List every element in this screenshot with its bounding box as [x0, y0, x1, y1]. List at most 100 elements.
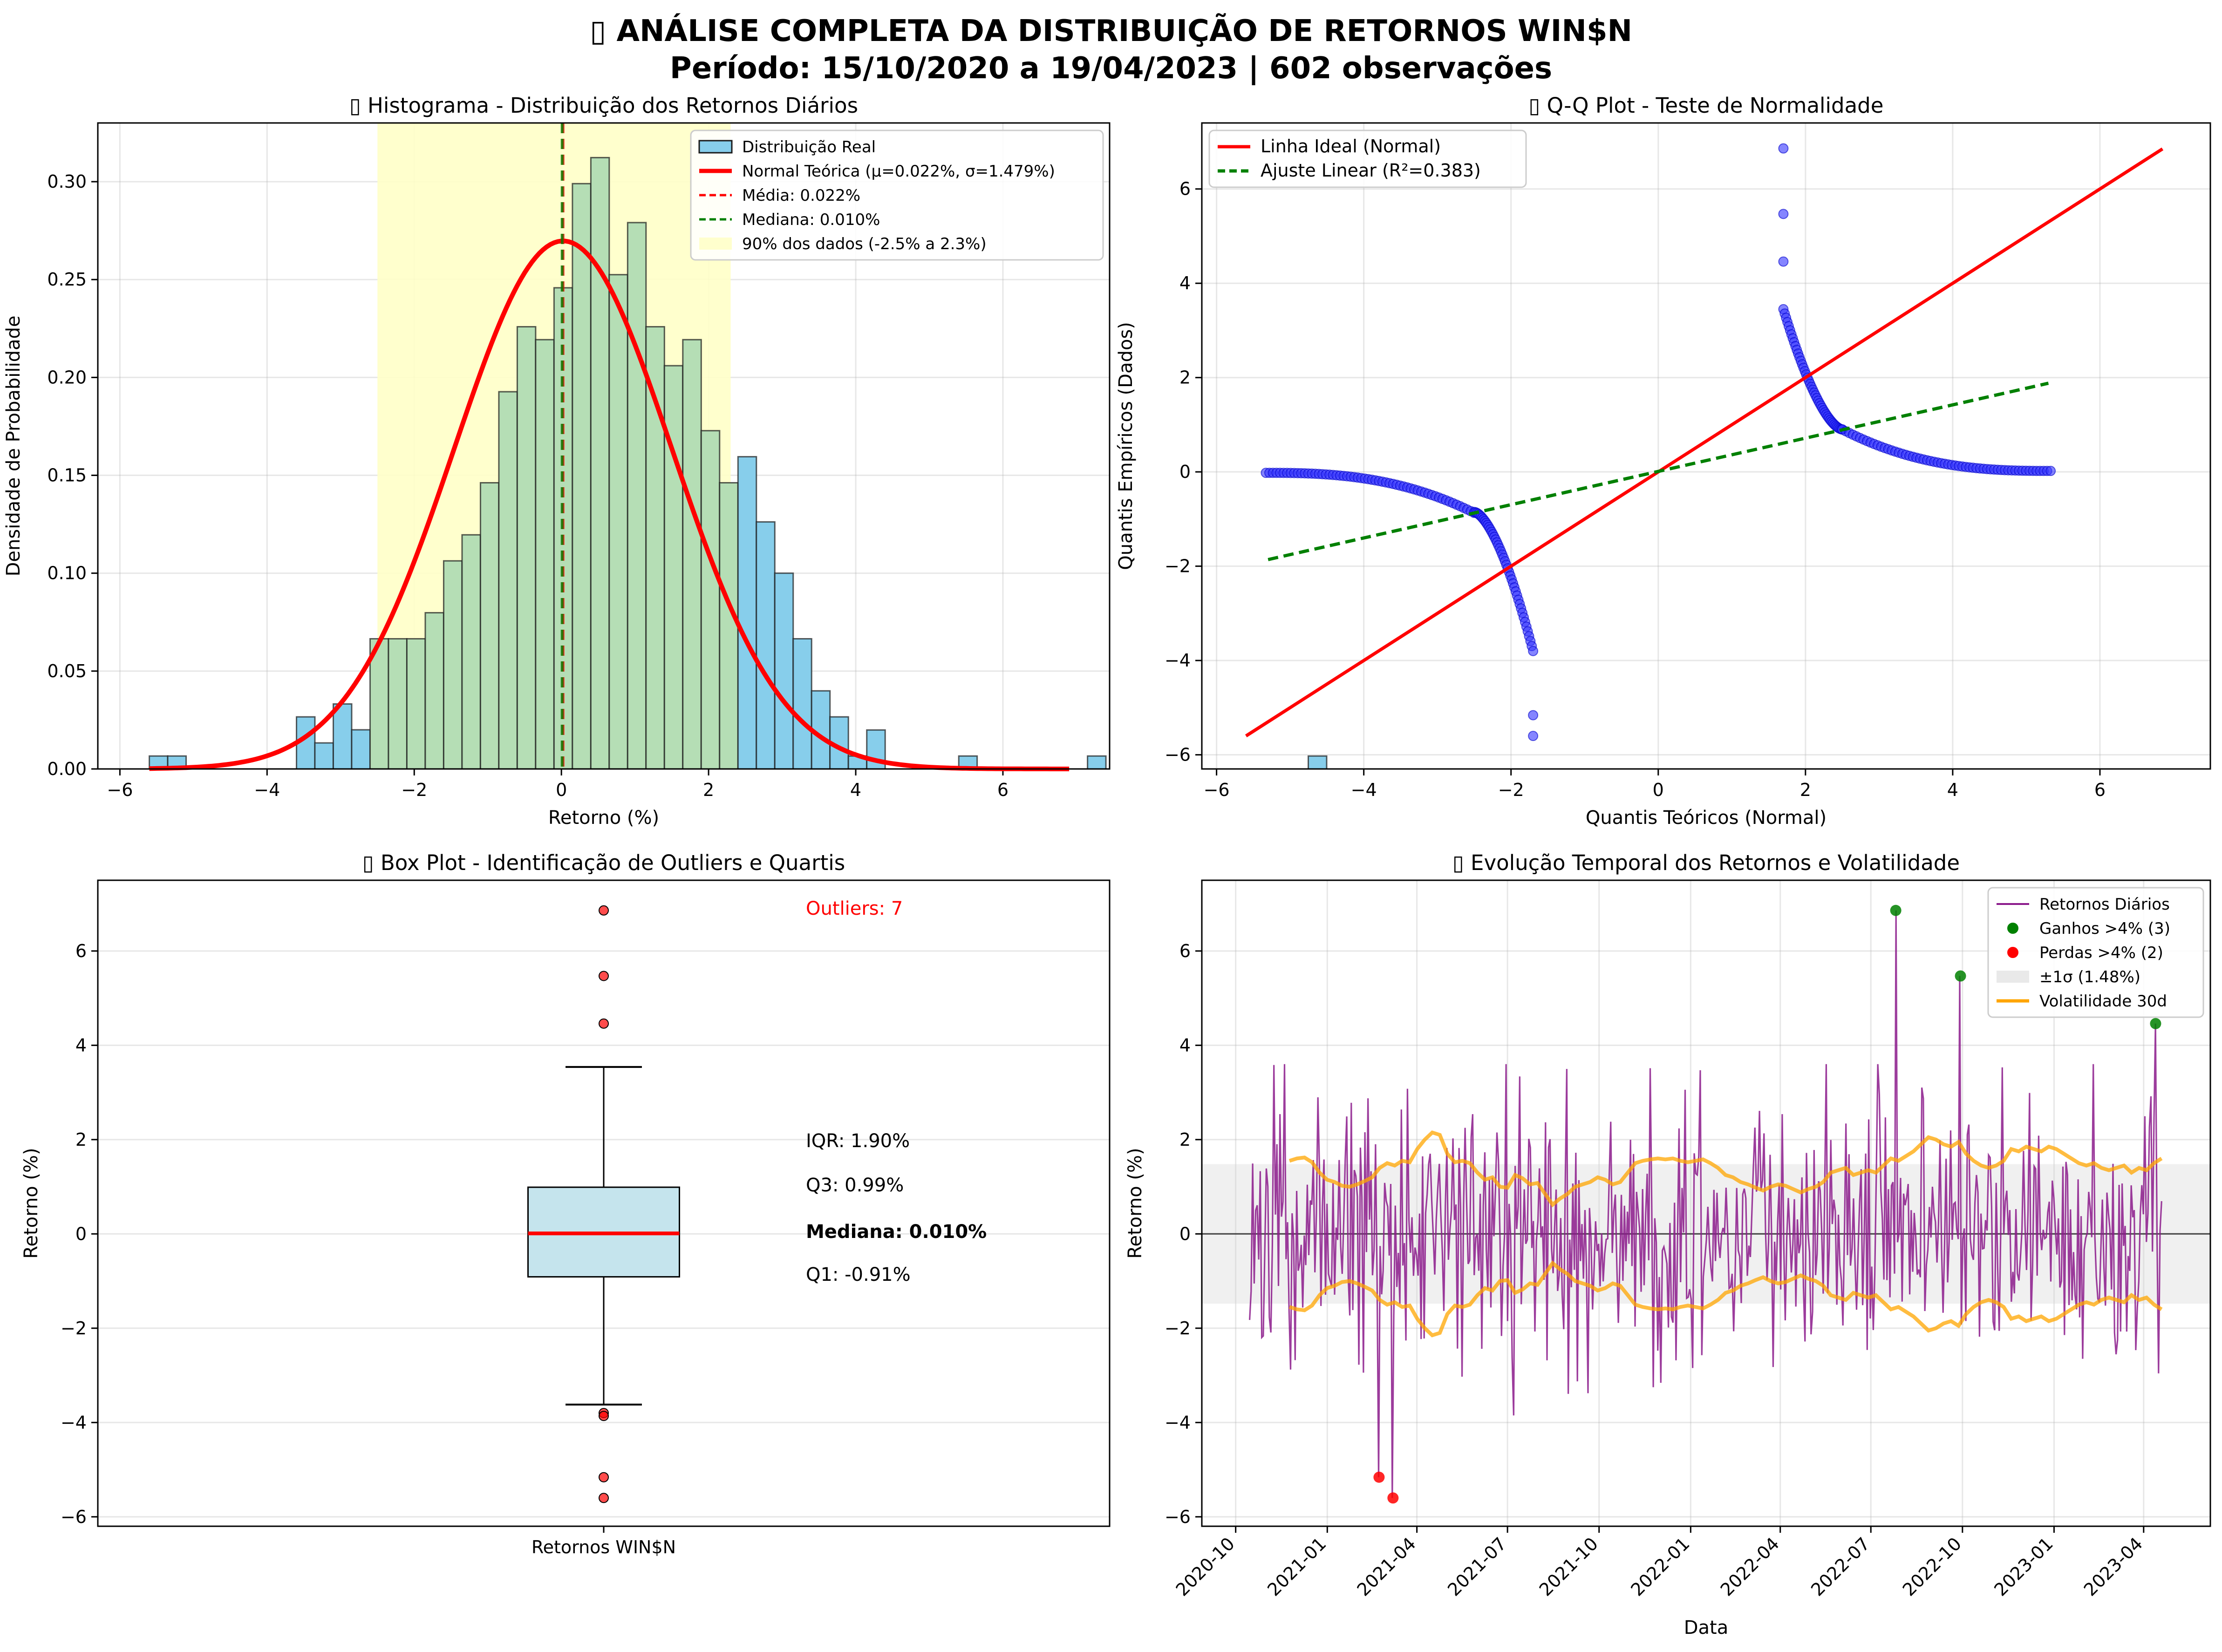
y-tick-label: 2 — [1179, 1129, 1191, 1150]
outlier-point — [599, 1411, 609, 1421]
x-tick-label: −2 — [1498, 780, 1524, 800]
histogram-bar — [572, 183, 592, 770]
x-axis-label: Retorno (%) — [548, 807, 659, 829]
outlier-point — [599, 1472, 609, 1482]
y-tick-label: 0.05 — [47, 661, 87, 681]
histogram-bar — [351, 729, 371, 770]
y-tick-label: 0 — [1179, 1224, 1191, 1244]
x-tick-label: Retornos WIN$N — [532, 1537, 676, 1557]
y-tick-label: 0.25 — [47, 269, 87, 290]
qq-point — [1778, 209, 1789, 219]
outlier-count-label: Outliers: 7 — [806, 898, 903, 919]
y-axis-label: Retorno (%) — [1125, 1148, 1146, 1258]
y-tick-label: 4 — [75, 1035, 87, 1055]
x-tick-label: 2 — [1800, 780, 1811, 800]
legend-entry: Média: 0.022% — [742, 186, 860, 205]
legend-entry: Distribuição Real — [742, 138, 876, 156]
histogram-bar — [1308, 755, 1328, 770]
legend-marker — [2007, 923, 2018, 934]
x-axis-label: Quantis Teóricos (Normal) — [1586, 807, 1827, 829]
y-axis-label: Densidade de Probabilidade — [3, 315, 24, 576]
outlier-point — [599, 971, 609, 981]
histogram-bar — [792, 638, 812, 770]
histogram-bar — [774, 572, 794, 770]
y-tick-label: 0.10 — [47, 563, 87, 584]
legend-entry: ±1σ (1.48%) — [2039, 968, 2140, 986]
legend-entry: Linha Ideal (Normal) — [1261, 136, 1441, 156]
histogram-bar — [498, 391, 518, 770]
panel-title: ▯ Q-Q Plot - Teste de Normalidade — [1529, 93, 1884, 118]
histogram-bar — [737, 456, 757, 770]
qq-point — [1528, 710, 1539, 721]
y-axis-label: Quantis Empíricos (Dados) — [1115, 322, 1137, 570]
linear-fit-line — [1268, 381, 2049, 561]
histogram-bar — [479, 482, 500, 770]
y-tick-label: 6 — [75, 941, 87, 961]
legend-entry: Volatilidade 30d — [2039, 992, 2167, 1011]
x-tick-label: 6 — [997, 780, 1009, 800]
histogram-bar — [535, 339, 555, 770]
big-gain-point — [1890, 904, 1902, 916]
qq-point — [1778, 256, 1789, 267]
grid-lines — [98, 950, 1110, 1518]
histogram-bar — [608, 274, 628, 770]
x-tick-label: 2 — [703, 780, 714, 800]
histogram-bar — [461, 534, 481, 770]
legend-box — [690, 129, 1104, 261]
q3-label: Q3: 0.99% — [806, 1175, 904, 1196]
plot-frame — [1201, 122, 2211, 770]
outlier-point — [599, 905, 609, 916]
big-gain-point — [2150, 1018, 2161, 1029]
histogram-bar — [756, 521, 776, 770]
qq-point — [1528, 731, 1539, 741]
panel-title: ▯ Histograma - Distribuição dos Retornos… — [349, 93, 858, 118]
plot-frame — [97, 122, 1111, 770]
qq-point — [1528, 646, 1539, 656]
figure-subtitle: Período: 15/10/2020 a 19/04/2023 | 602 o… — [670, 51, 1552, 86]
histogram-bar — [388, 638, 408, 770]
y-tick-label: 2 — [1179, 367, 1191, 388]
y-tick-label: 4 — [1179, 1035, 1191, 1055]
panel-title: ▯ Box Plot - Identificação de Outliers e… — [362, 850, 845, 875]
qq-point — [2045, 466, 2056, 476]
qq-points — [1261, 143, 2056, 741]
y-tick-label: 0.00 — [47, 759, 87, 779]
big-loss-point — [1387, 1492, 1399, 1504]
plot-frame — [97, 879, 1111, 1527]
qq-point — [1778, 143, 1789, 154]
q1-label: Q1: -0.91% — [806, 1264, 911, 1285]
box-plot-panel: ▯ Box Plot - Identificação de Outliers e… — [20, 850, 1111, 1557]
histogram-bar — [645, 326, 665, 770]
histogram-bar — [516, 326, 537, 770]
big-loss-point — [1373, 1471, 1385, 1483]
histogram-bar — [406, 638, 426, 770]
x-tick-label: 6 — [2094, 780, 2106, 800]
plot-frame — [1201, 879, 2211, 1527]
y-tick-label: −2 — [1165, 1318, 1191, 1339]
y-tick-label: 2 — [75, 1129, 87, 1150]
histogram-bar — [627, 222, 647, 770]
histogram-bar — [424, 612, 444, 770]
y-tick-label: 4 — [1179, 273, 1191, 293]
x-axis-label: Data — [1684, 1617, 1729, 1638]
legend-entry: Perdas >4% (2) — [2039, 944, 2163, 962]
x-tick-label: 4 — [850, 780, 861, 800]
grid-lines — [1202, 123, 2210, 769]
x-tick-label: −6 — [107, 780, 133, 800]
histogram-panel: ▯ Histograma - Distribuição dos Retornos… — [3, 93, 1328, 829]
panel-title: ▯ Evolução Temporal dos Retornos e Volat… — [1452, 850, 1960, 875]
legend-entry: Ganhos >4% (3) — [2039, 919, 2170, 938]
legend-box — [1208, 129, 1527, 188]
legend-entry: Mediana: 0.010% — [742, 211, 880, 229]
outlier-point — [599, 1018, 609, 1029]
ideal-normal-line — [1245, 147, 2164, 738]
legend-marker — [2007, 947, 2018, 958]
legend-entry: Normal Teórica (μ=0.022%, σ=1.479%) — [742, 162, 1055, 181]
outlier-point — [599, 1493, 609, 1503]
x-tick-label: −6 — [1204, 780, 1230, 800]
x-tick-label: −2 — [401, 780, 427, 800]
y-tick-label: 0 — [75, 1224, 87, 1244]
volatility-upper-line — [1288, 1130, 2163, 1208]
histogram-bar — [682, 339, 702, 770]
time-series-panel: ▯ Evolução Temporal dos Retornos e Volat… — [1125, 850, 2211, 1638]
